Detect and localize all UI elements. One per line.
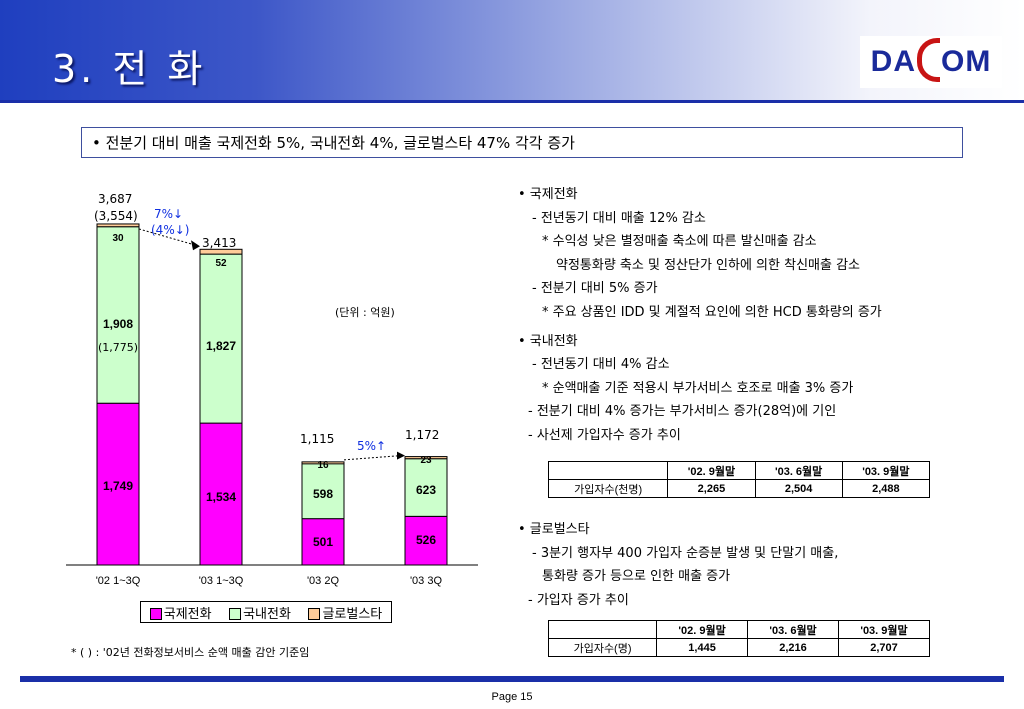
glob-line-3: - 가입자 증가 추이	[528, 592, 629, 608]
x-tick-label: '03 2Q	[307, 575, 340, 587]
data-label-glob: 30	[112, 233, 124, 244]
page-title: 3. 전 화	[52, 47, 207, 91]
data-label-intl: 1,749	[103, 479, 133, 493]
bar-glob-0	[96, 223, 140, 228]
total-label-2: 1,115	[300, 432, 335, 446]
table-header-cell	[547, 461, 669, 480]
table-row-label: 가입자수(명)	[547, 638, 658, 657]
bar-glob-3	[404, 456, 448, 460]
legend-item-intl: 국제전화	[149, 603, 212, 622]
x-tick-label: '03 3Q	[410, 575, 443, 587]
x-tick-label: '03 1~3Q	[199, 575, 244, 587]
logo-c-mark	[917, 38, 940, 82]
table-cell: 1,445	[656, 638, 749, 657]
data-label-intl: 1,534	[206, 490, 236, 504]
intl-line-1: - 전년동기 대비 매출 12% 감소	[532, 210, 706, 226]
trend-arrow-qoq-head	[397, 451, 405, 460]
total-label-0: 3,687	[98, 192, 133, 206]
bar-dom-1	[199, 253, 243, 424]
table-header-cell	[547, 620, 658, 639]
yoy-change-prev-label: (4%↓)	[151, 223, 190, 237]
data-label-glob: 16	[317, 460, 329, 471]
footnote: * ( ) : '02년 전화정보서비스 순액 매출 감안 기준임	[71, 646, 310, 659]
table-header-cell: '03. 6월말	[747, 620, 839, 639]
dacom-logo: DA OM	[860, 36, 1002, 88]
table-header-cell: '02. 9월말	[667, 461, 756, 480]
bar-intl-3	[404, 515, 448, 566]
total-label-3: 1,172	[405, 428, 440, 442]
yoy-change-label: 7%↓	[154, 207, 184, 221]
legend-item-glob: 글로벌스타	[308, 603, 382, 622]
dom-heading: • 국내전화	[518, 333, 578, 349]
glob-line-1: - 3분기 행자부 400 가입자 순증분 발생 및 단말기 매출,	[532, 545, 839, 561]
intl-line-5: * 주요 상품인 IDD 및 계절적 요인에 의한 HCD 통화량의 증가	[542, 304, 882, 320]
total-prev-label: (3,554)	[94, 209, 138, 223]
bar-dom-0	[96, 226, 140, 404]
legend-swatch	[308, 608, 321, 620]
footer-bar	[20, 676, 1004, 682]
table-cell: 2,707	[838, 638, 930, 657]
summary-box: • 전분기 대비 매출 국제전화 5%, 국내전화 4%, 글로벌스타 47% …	[81, 127, 963, 158]
data-label-dom: 1,827	[206, 339, 236, 353]
bar-intl-1	[199, 422, 243, 566]
dom-line-2: * 순액매출 기준 적용시 부가서비스 호조로 매출 3% 증가	[542, 380, 854, 396]
table-cell: 2,488	[841, 479, 931, 498]
intl-heading: • 국제전화	[518, 187, 578, 202]
bar-intl-0	[96, 402, 140, 566]
page-number: Page 15	[491, 691, 533, 703]
subscriber-table-domestic: '02. 9월말 '03. 6월말 '03. 9월말 가입자수(천명) 2,26…	[547, 461, 931, 498]
glob-heading: • 글로벌스타	[518, 522, 590, 537]
unit-note: (단위 : 억원)	[335, 306, 395, 319]
x-tick-label: '02 1~3Q	[96, 575, 141, 587]
qoq-change-label: 5%↑	[357, 439, 387, 453]
intl-line-3: 약정통화량 축소 및 정산단가 인하에 의한 착신매출 감소	[556, 257, 861, 273]
dom-line-4: - 사선제 가입자수 증가 추이	[528, 427, 681, 443]
header-banner	[0, 0, 1024, 100]
table-cell: 2,265	[667, 479, 756, 498]
trend-arrow-qoq	[343, 455, 402, 461]
logo-text-left: DA	[870, 45, 916, 78]
data-label-dom: 623	[416, 483, 436, 497]
total-label-1: 3,413	[202, 236, 237, 250]
revenue-chart: '02 1~3Q '03 1~3Q '03 2Q '03 3Q 1,749 1,908 30…	[66, 223, 478, 587]
subscriber-table-globalstar: '02. 9월말 '03. 6월말 '03. 9월말 가입자수(명) 1,445…	[547, 620, 930, 657]
commentary-panel: • 국제전화 - 전년동기 대비 매출 12% 감소 * 수익성 낮은 별정매출…	[518, 183, 882, 448]
table-header-cell: '03. 6월말	[754, 461, 843, 480]
data-label-intl: 501	[313, 535, 333, 549]
table-row-label: 가입자수(천명)	[547, 479, 669, 498]
dom-line-3: - 전분기 대비 4% 증가는 부가서비스 증가(28억)에 기인	[528, 404, 837, 420]
table-header-cell: '02. 9월말	[656, 620, 749, 639]
dom-line-1: - 전년동기 대비 4% 감소	[532, 357, 670, 373]
legend-item-dom: 국내전화	[229, 603, 291, 622]
bar-dom-2	[301, 462, 345, 520]
header-divider	[0, 100, 1024, 103]
table-header-cell: '03. 9월말	[841, 461, 931, 480]
bar-glob-2	[301, 461, 345, 465]
logo-text-right: OM	[941, 45, 992, 78]
legend-swatch	[229, 608, 242, 620]
table-header-cell: '03. 9월말	[838, 620, 930, 639]
intl-line-4: - 전분기 대비 5% 증가	[532, 281, 658, 297]
globalstar-panel: • 글로벌스타 - 3분기 행자부 400 가입자 순증분 발생 및 단말기 매…	[518, 518, 838, 612]
trend-arrow-yoy	[138, 228, 197, 246]
data-label-dom: 1,908	[103, 317, 133, 331]
legend-label: 국내전화	[243, 606, 291, 622]
chart-legend: 국제전화 국내전화 글로벌스타	[140, 601, 392, 623]
table-cell: 2,216	[747, 638, 839, 657]
legend-label: 글로벌스타	[322, 606, 383, 622]
legend-swatch	[149, 608, 162, 620]
intl-line-2: * 수익성 낮은 별정매출 축소에 따른 발신매출 감소	[542, 234, 817, 250]
dom-prev-label: (1,775)	[98, 341, 139, 354]
bar-dom-3	[404, 458, 448, 517]
data-label-glob: 52	[215, 258, 227, 269]
data-label-dom: 598	[313, 487, 333, 501]
bar-glob-1	[199, 248, 243, 255]
trend-arrow-yoy-head	[191, 240, 200, 251]
data-label-intl: 526	[416, 533, 436, 547]
legend-label: 국제전화	[163, 606, 212, 622]
table-cell: 2,504	[754, 479, 843, 498]
data-label-glob: 23	[420, 455, 432, 466]
glob-line-2: 통화량 증가 등으로 인한 매출 증가	[542, 569, 731, 585]
bar-intl-2	[301, 518, 345, 566]
